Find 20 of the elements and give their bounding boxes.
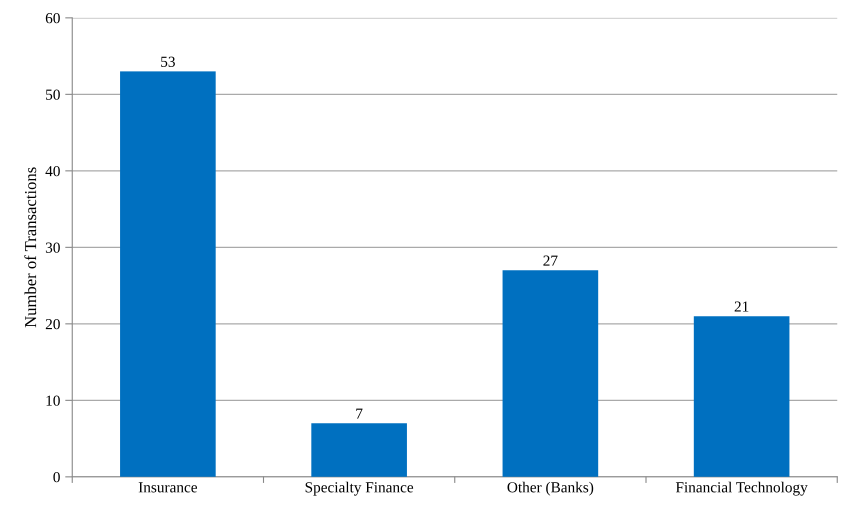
y-tick-label: 0 [53, 472, 60, 482]
data-label: 27 [543, 256, 558, 266]
data-label: 21 [734, 301, 748, 312]
y-tick-label: 50 [46, 89, 60, 100]
bar [311, 423, 407, 477]
y-tick-label: 20 [46, 318, 60, 330]
data-label: 7 [356, 408, 363, 419]
bar [502, 270, 598, 477]
y-tick-label: 30 [46, 242, 60, 253]
y-tick-label: 10 [46, 395, 60, 406]
x-tick-label: Financial Technology [676, 482, 808, 496]
y-axis-title: Number of Transactions [24, 167, 36, 328]
bar [120, 71, 216, 477]
bar [694, 316, 790, 477]
x-tick-label: Other (Banks) [508, 482, 594, 496]
data-label: 53 [161, 56, 175, 67]
y-tick-label: 60 [46, 12, 60, 24]
x-tick-label: Specialty Finance [306, 482, 414, 496]
y-tick-label: 40 [45, 166, 60, 176]
x-tick-label: Insurance [138, 482, 198, 492]
